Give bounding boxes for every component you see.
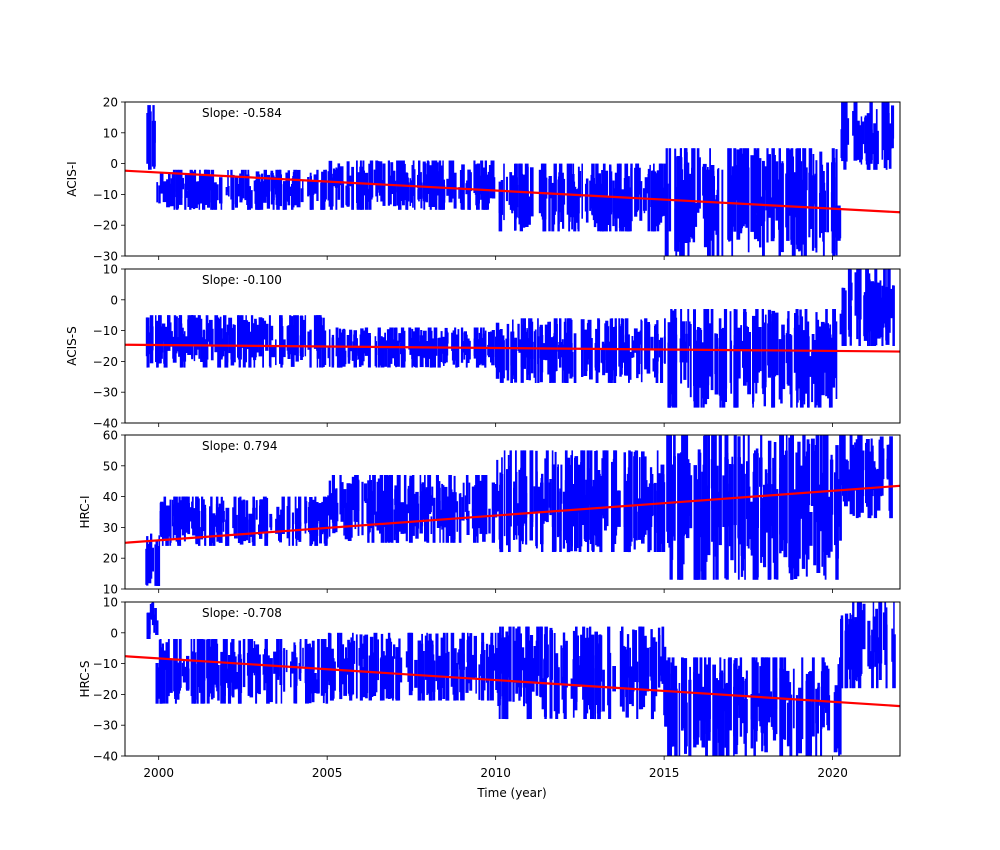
x-axis-label: Time (year)	[476, 786, 546, 800]
panel-acis-i: −30 −20 −10 0 10 20 ACIS-I Slope: -0.584	[65, 96, 901, 264]
fit-line	[125, 655, 900, 708]
panel-hrc-i: 10 20 30 40 50 60 HRC-I Slope: 0.794	[78, 429, 901, 597]
scatter-points	[145, 435, 893, 586]
x-tick-label: 2015	[649, 766, 680, 780]
y-tick-label: 10	[103, 263, 118, 277]
y-tick-label: −10	[93, 324, 118, 338]
fit-line	[125, 169, 900, 214]
y-axis-label: ACIS-I	[65, 161, 79, 196]
y-tick-label: −30	[93, 386, 118, 400]
y-tick-label: −20	[93, 219, 118, 233]
scatter-points	[146, 102, 895, 256]
x-tick-label: 2000	[143, 766, 174, 780]
y-tick-label: −40	[93, 750, 118, 764]
axes-frame	[124, 601, 901, 757]
y-tick-label: 20	[103, 96, 118, 110]
y-axis-label: ACIS-S	[65, 326, 79, 365]
y-tick-label: 20	[103, 552, 118, 566]
scatter-points	[145, 269, 895, 408]
x-tick-label: 2005	[312, 766, 343, 780]
slope-annotation: Slope: -0.100	[202, 273, 282, 287]
y-axis-label: HRC-I	[78, 495, 92, 528]
fit-line	[125, 343, 900, 353]
y-tick-label: 40	[103, 490, 118, 504]
x-tick-label: 2010	[480, 766, 511, 780]
panel-acis-s: −40 −30 −20 −10 0 10 ACIS-S Slope: -0.100	[65, 263, 901, 431]
y-tick-label: 30	[103, 521, 118, 535]
slope-annotation: Slope: -0.708	[202, 606, 282, 620]
axes-frame	[124, 434, 901, 590]
slope-annotation: Slope: -0.584	[202, 106, 282, 120]
y-tick-label: 60	[103, 429, 118, 443]
y-tick-label: 0	[110, 626, 118, 640]
y-tick-label: 10	[103, 583, 118, 597]
y-tick-label: −30	[93, 250, 118, 264]
y-axis-label: HRC-S	[78, 660, 92, 697]
y-tick-label: −30	[93, 719, 118, 733]
fit-line	[125, 484, 900, 544]
y-tick-label: −10	[93, 188, 118, 202]
y-tick-label: 10	[103, 126, 118, 140]
y-tick-label: 0	[110, 293, 118, 307]
y-tick-label: −20	[93, 688, 118, 702]
x-tick-label: 2020	[817, 766, 848, 780]
y-tick-label: 50	[103, 459, 118, 473]
y-tick-label: −20	[93, 355, 118, 369]
axes-frame	[124, 268, 901, 424]
y-tick-label: 0	[110, 157, 118, 171]
panel-hrc-s: −40 −30 −20 −10 0 10 HRC-S Slope: -0.708	[78, 596, 901, 764]
axes-frame	[124, 101, 901, 257]
x-axis: 2000 2005 2010 2015 2020	[143, 766, 847, 780]
y-tick-label: −40	[93, 417, 118, 431]
y-tick-label: 10	[103, 596, 118, 610]
slope-annotation: Slope: 0.794	[202, 439, 278, 453]
scatter-points	[146, 602, 896, 756]
y-tick-label: −10	[93, 657, 118, 671]
